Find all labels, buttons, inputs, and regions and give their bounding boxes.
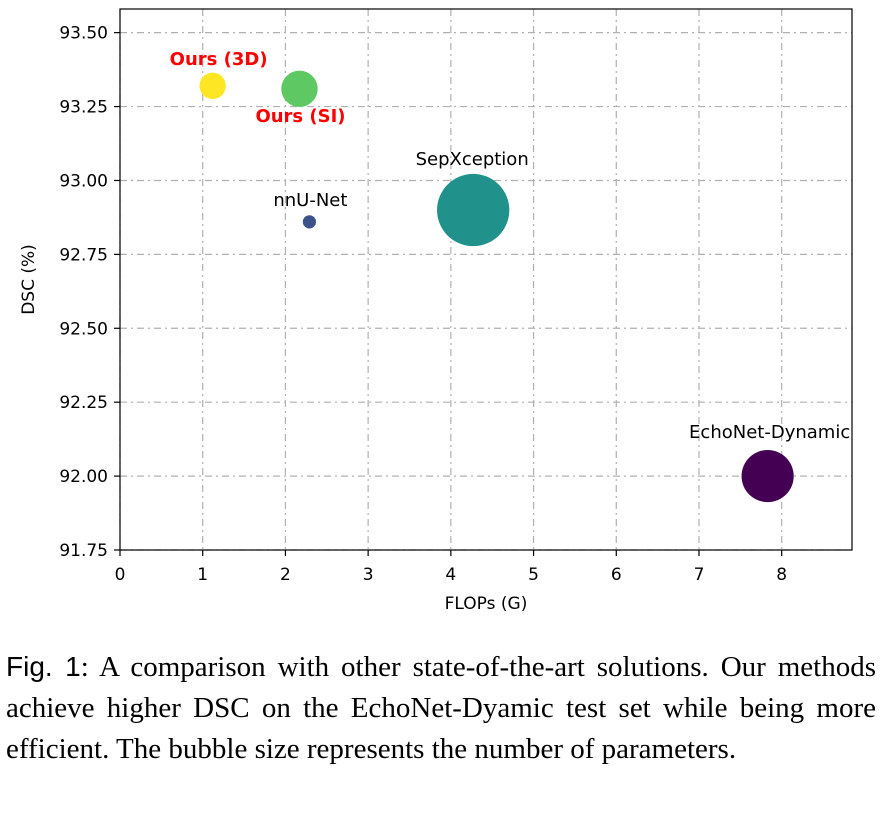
grid xyxy=(119,9,852,551)
point-label-nnu-net: nnU-Net xyxy=(273,190,347,211)
y-tick-label: 93.00 xyxy=(59,171,108,191)
bubble-ours-si xyxy=(281,70,318,108)
y-axis-label: DSC (%) xyxy=(19,244,39,315)
plot-frame xyxy=(119,8,853,551)
x-axis-label: FLOPs (G) xyxy=(445,594,528,614)
y-tick-label: 92.50 xyxy=(59,319,108,339)
y-tick-label: 93.25 xyxy=(59,98,108,118)
point-label-sepxception: SepXception xyxy=(416,149,529,170)
x-tick-label: 5 xyxy=(528,565,539,585)
y-tick-label: 92.25 xyxy=(59,393,108,413)
bubble-sepxception xyxy=(437,173,510,247)
point-label-echonet-dynamic: EchoNet-Dynamic xyxy=(689,422,850,443)
x-tick-label: 6 xyxy=(611,565,622,585)
figure-caption: Fig. 1: A comparison with other state-of… xyxy=(6,646,876,770)
bubble-chart: 0 1 2 3 4 5 6 7 8 91.75 92.00 92.25 92.50 92.75 93.00 9… xyxy=(19,8,853,614)
data-points xyxy=(199,70,794,503)
caption-text: : A comparison with other state-of-the-a… xyxy=(6,651,876,765)
y-tick-label: 91.75 xyxy=(59,541,108,561)
x-tick-label: 7 xyxy=(694,565,705,585)
bubble-nnu-net xyxy=(302,215,317,229)
point-label-ours-si: Ours (SI) xyxy=(255,106,345,127)
x-tick-label: 4 xyxy=(445,565,456,585)
x-tick-label: 2 xyxy=(280,565,291,585)
y-tick-label: 93.50 xyxy=(59,24,108,44)
point-label-ours-3d: Ours (3D) xyxy=(170,49,268,70)
x-tick-label: 0 xyxy=(115,565,126,585)
point-labels: Ours (3D) Ours (SI) nnU-Net SepXception Echo… xyxy=(170,49,851,443)
bubble-ours-3d xyxy=(199,72,226,100)
x-tick-label: 8 xyxy=(776,565,787,585)
bubble-echonet-dynamic xyxy=(741,450,794,503)
figure-label: Fig. 1 xyxy=(6,651,81,682)
y-tick-label: 92.75 xyxy=(59,245,108,265)
axis-ticks: 0 1 2 3 4 5 6 7 8 91.75 92.00 92.25 92.50 92.75 93.00 9… xyxy=(59,24,787,585)
y-tick-label: 92.00 xyxy=(59,467,108,487)
x-tick-label: 1 xyxy=(197,565,208,585)
x-tick-label: 3 xyxy=(363,565,374,585)
